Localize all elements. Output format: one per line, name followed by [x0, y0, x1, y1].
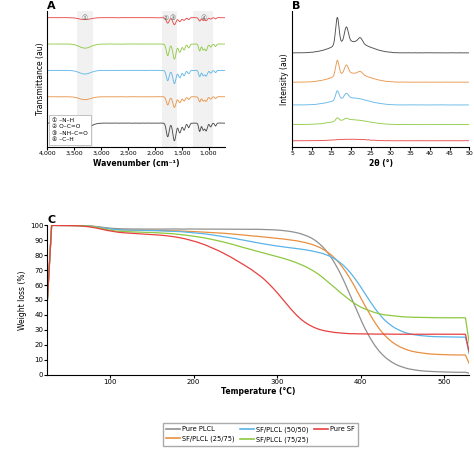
SF/PLCL (75/25): [88, 224, 94, 229]
Text: A: A: [47, 0, 56, 10]
Line: SF/PLCL (75/25): SF/PLCL (75/25): [47, 225, 469, 343]
Y-axis label: Intensity (au): Intensity (au): [280, 54, 289, 105]
SF/PLCL (25/75): [374, 323, 380, 328]
Pure SF: [216, 248, 221, 253]
SF/PLCL (25/75): [45, 297, 50, 303]
Line: SF/PLCL (50/50): SF/PLCL (50/50): [47, 226, 469, 354]
SF/PLCL (25/75): [216, 230, 221, 236]
Text: ①: ①: [82, 15, 88, 21]
SF/PLCL (50/50): [88, 223, 94, 229]
Pure SF: [88, 224, 94, 230]
X-axis label: Wavenumber (cm⁻¹): Wavenumber (cm⁻¹): [93, 159, 179, 168]
Pure SF: [374, 331, 380, 337]
Y-axis label: Transmittance (au): Transmittance (au): [36, 43, 45, 115]
Pure PLCL: [374, 345, 380, 351]
Line: SF/PLCL (25/75): SF/PLCL (25/75): [47, 225, 469, 364]
Pure PLCL: [231, 227, 237, 232]
SF/PLCL (75/25): [335, 287, 340, 293]
SF/PLCL (75/25): [374, 311, 380, 316]
Pure PLCL: [382, 354, 387, 359]
Y-axis label: Weight loss (%): Weight loss (%): [18, 270, 27, 330]
Text: C: C: [47, 215, 55, 225]
SF/PLCL (50/50): [382, 317, 387, 322]
SF/PLCL (50/50): [374, 308, 380, 314]
SF/PLCL (75/25): [382, 312, 387, 317]
SF/PLCL (25/75): [382, 332, 387, 338]
SF/PLCL (50/50): [216, 233, 221, 239]
SF/PLCL (75/25): [466, 340, 472, 346]
Bar: [169, 11, 177, 147]
Pure PLCL: [335, 265, 340, 271]
Pure SF: [231, 256, 237, 262]
Pure PLCL: [45, 297, 50, 303]
Text: B: B: [292, 0, 301, 10]
Pure SF: [45, 297, 50, 303]
SF/PLCL (75/25): [45, 297, 50, 303]
Text: ④: ④: [200, 15, 206, 21]
SF/PLCL (25/75): [466, 361, 472, 366]
SF/PLCL (25/75): [231, 232, 237, 237]
Line: Pure PLCL: Pure PLCL: [47, 225, 469, 373]
Pure SF: [466, 350, 472, 355]
Bar: [77, 11, 93, 147]
Pure PLCL: [466, 370, 472, 376]
Pure PLCL: [88, 223, 94, 229]
SF/PLCL (75/25): [231, 242, 237, 247]
SF/PLCL (25/75): [88, 223, 94, 229]
SF/PLCL (50/50): [58, 223, 64, 228]
Legend: Pure PLCL, SF/PLCL (25/75), SF/PLCL (50/50), SF/PLCL (75/25), Pure SF: Pure PLCL, SF/PLCL (25/75), SF/PLCL (50/…: [163, 423, 358, 446]
Pure PLCL: [216, 227, 221, 232]
Pure SF: [49, 222, 55, 228]
SF/PLCL (50/50): [45, 297, 50, 303]
Bar: [162, 11, 169, 147]
Text: ③: ③: [170, 15, 176, 21]
X-axis label: 2θ (°): 2θ (°): [369, 159, 392, 168]
Legend: ① –N–H, ② O–C=O, ③ –NH–C=O, ④ –C–H: ① –N–H, ② O–C=O, ③ –NH–C=O, ④ –C–H: [49, 115, 91, 145]
SF/PLCL (25/75): [335, 258, 340, 264]
Text: ②: ②: [163, 15, 169, 21]
SF/PLCL (25/75): [49, 222, 55, 228]
Bar: [193, 11, 213, 147]
SF/PLCL (50/50): [231, 236, 237, 241]
X-axis label: Temperature (°C): Temperature (°C): [221, 388, 295, 396]
SF/PLCL (50/50): [335, 258, 340, 263]
SF/PLCL (50/50): [466, 351, 472, 357]
SF/PLCL (75/25): [54, 222, 60, 228]
Pure SF: [382, 331, 387, 337]
SF/PLCL (75/25): [216, 238, 221, 243]
Line: Pure SF: Pure SF: [47, 225, 469, 352]
Pure SF: [335, 330, 340, 336]
Pure PLCL: [54, 222, 60, 228]
